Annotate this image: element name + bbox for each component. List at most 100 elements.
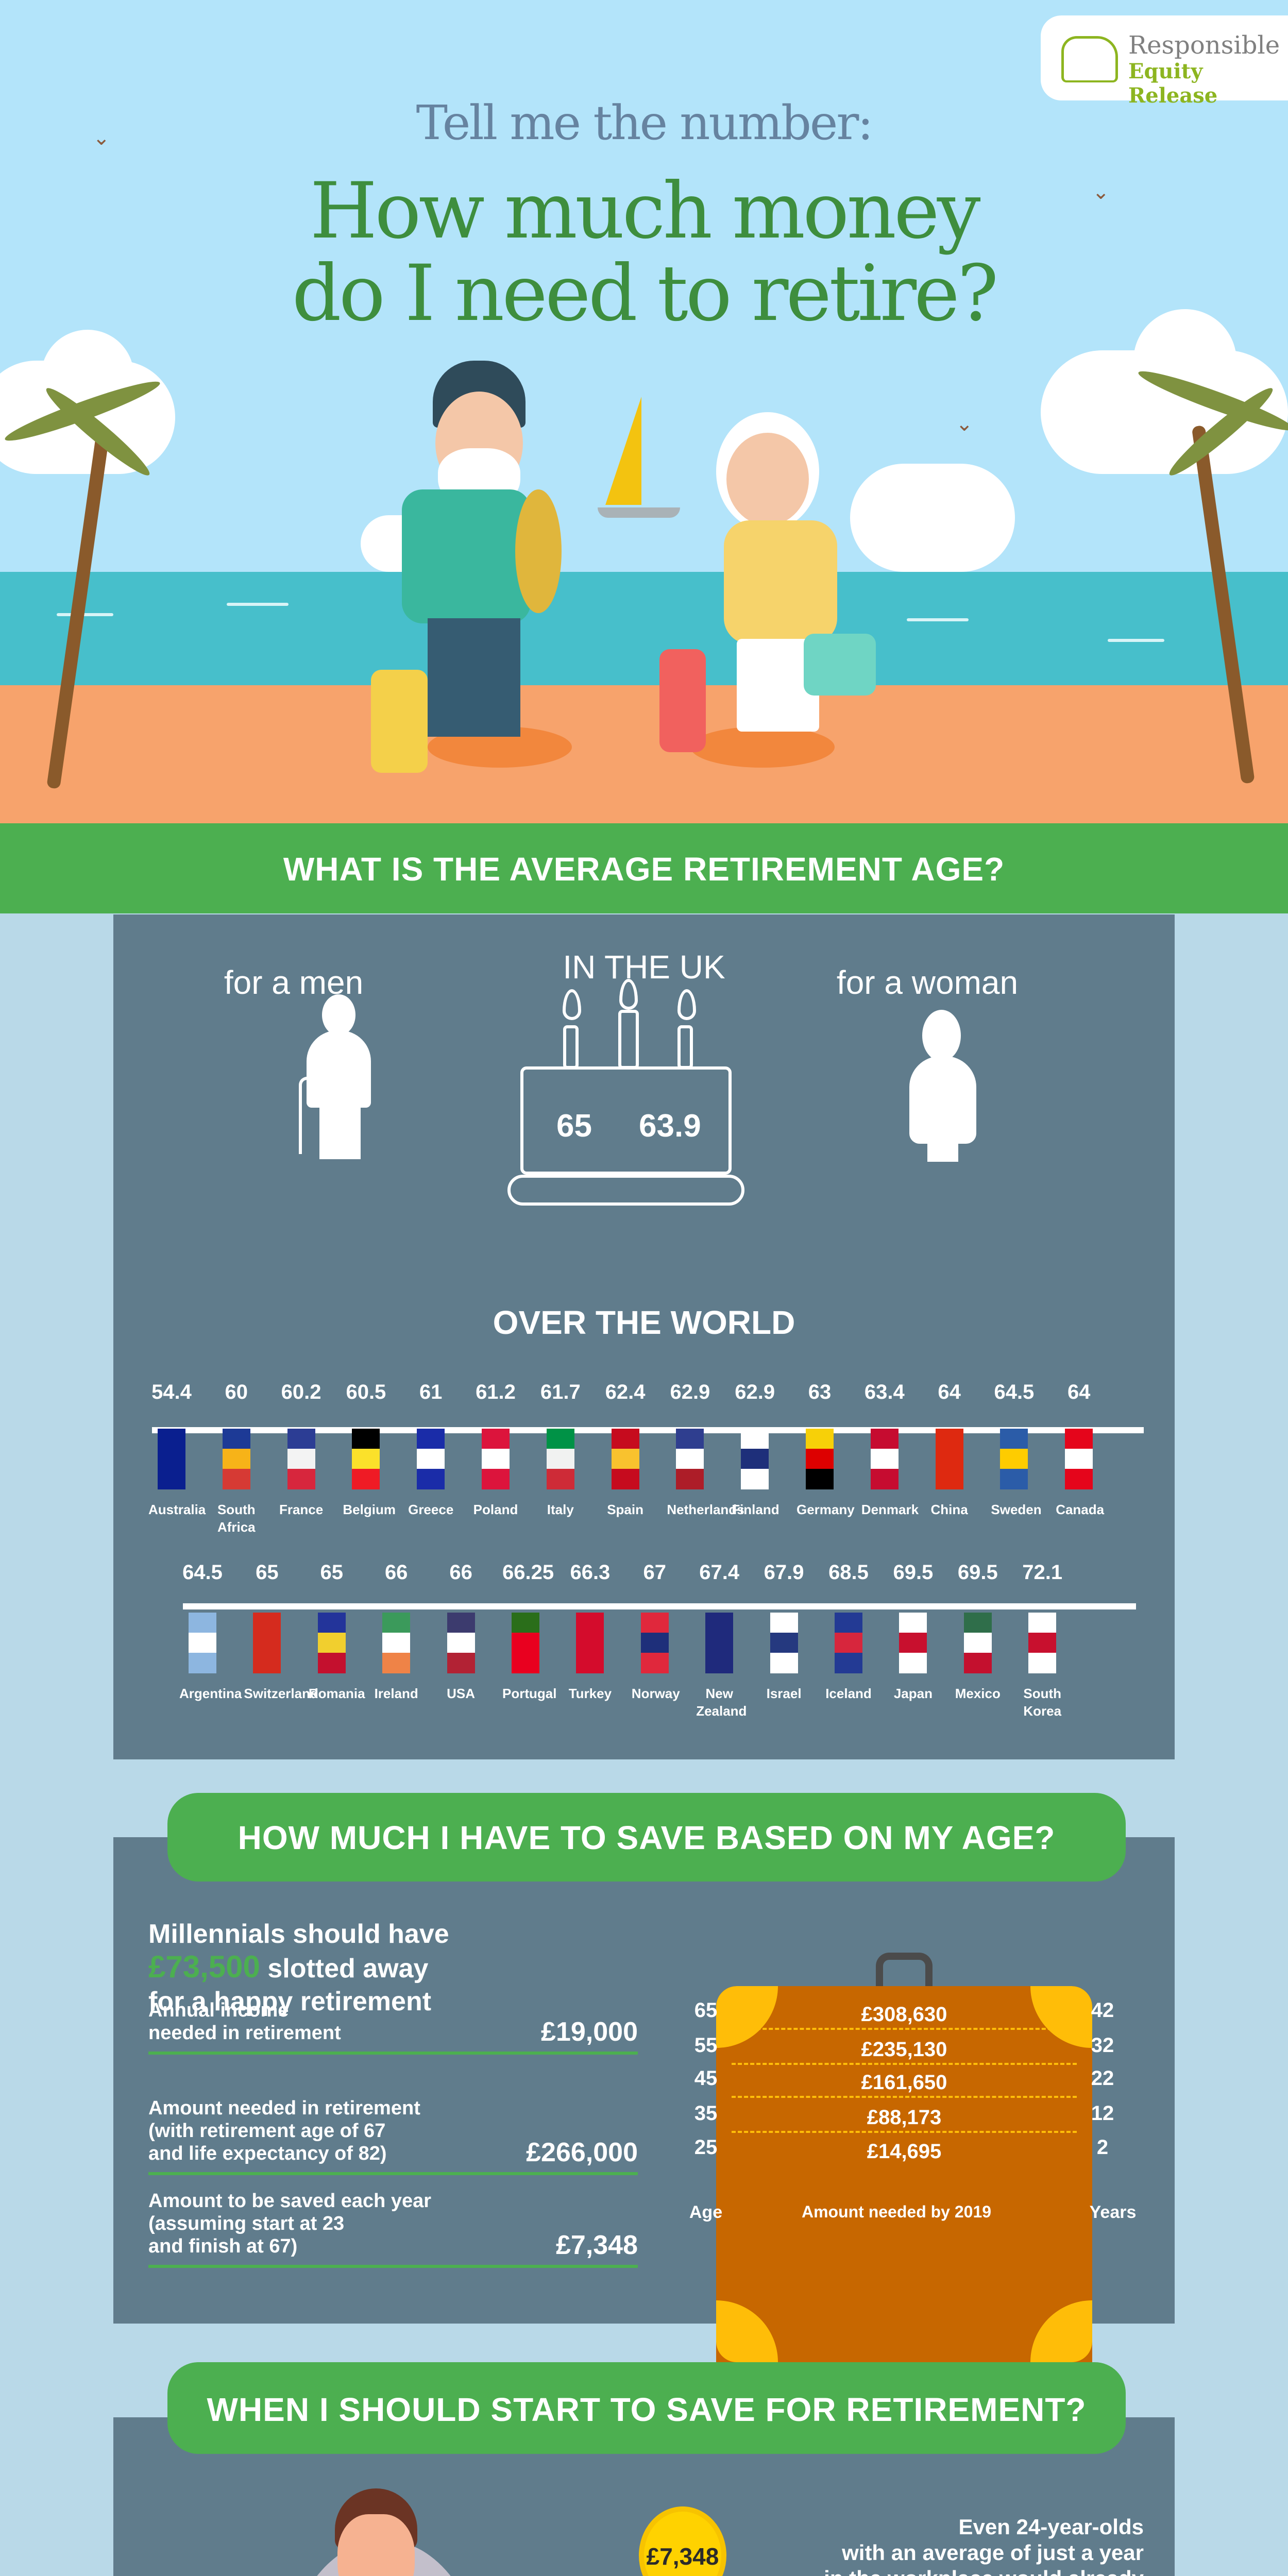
millennials-amount: £73,500 <box>148 1950 260 1984</box>
old-woman-head-icon <box>922 1010 961 1061</box>
country-flag-item: 61.7 Italy <box>537 1381 584 1518</box>
retirement-age-value: 68.5 <box>828 1561 869 1584</box>
retirement-age-value: 66 <box>384 1561 408 1584</box>
palm-tree-icon <box>46 430 110 789</box>
hero-banner: Responsible Equity Release ⌄ ⌄ ⌄ Tell me… <box>0 0 1288 824</box>
flag-icon <box>870 1429 899 1489</box>
candle-flame-icon <box>563 989 581 1020</box>
suitcase-divider <box>732 2096 1077 2098</box>
age-value: 55 <box>694 2034 718 2057</box>
sailboat-hull <box>598 507 680 518</box>
savings-row-label: Annual income needed in retirement <box>148 1999 341 2044</box>
age-caption: Age <box>689 2202 723 2222</box>
retirement-age-value: 60 <box>225 1381 248 1403</box>
candle-icon <box>563 1025 579 1069</box>
country-flag-item: 61 Greece <box>408 1381 454 1518</box>
flag-icon <box>705 1613 734 1673</box>
retirement-age-value: 61.2 <box>476 1381 516 1403</box>
suitcase-divider <box>732 2028 1077 2030</box>
country-name: Australia <box>148 1502 206 1517</box>
flag-icon <box>1028 1613 1057 1673</box>
retirement-age-value: 62.9 <box>735 1381 775 1403</box>
section-title-start-saving: WHEN I SHOULD START TO SAVE FOR RETIREME… <box>207 2391 1087 2428</box>
retirement-age-value: 62.4 <box>605 1381 646 1403</box>
logo-text-responsible: Responsible <box>1128 31 1280 60</box>
old-man-silhouette-icon <box>307 1030 371 1108</box>
elephant-logo-icon <box>1061 36 1118 82</box>
flag-icon <box>546 1429 574 1489</box>
row-divider <box>148 2265 638 2268</box>
old-woman-legs-icon <box>927 1139 958 1162</box>
women-label: for a woman <box>836 964 1019 1001</box>
businessman-head <box>337 2514 415 2576</box>
retirement-age-value: 66 <box>449 1561 472 1584</box>
country-flag-item: 69.5 Mexico <box>955 1561 1001 1702</box>
savings-row-value: £19,000 <box>541 2017 638 2047</box>
flag-icon <box>676 1429 704 1489</box>
country-flag-item: 65 Switzerland <box>244 1561 318 1702</box>
flag-icon <box>253 1613 281 1673</box>
years-caption: Years <box>1089 2202 1137 2222</box>
age-value: 35 <box>694 2102 718 2125</box>
old-man-trousers <box>428 618 520 737</box>
country-flag-item: 66.3 Turkey <box>567 1561 613 1702</box>
flag-icon <box>1000 1429 1028 1489</box>
logo-container[interactable] <box>1041 15 1288 100</box>
walking-cane-icon <box>299 1077 314 1154</box>
teal-handbag-icon <box>804 634 876 696</box>
country-name: Japan <box>893 1686 933 1701</box>
hero-title-line1: How much money <box>310 166 981 256</box>
country-name: Canada <box>1056 1502 1105 1517</box>
flag-icon <box>935 1429 963 1489</box>
wave-line <box>1108 639 1164 642</box>
coin-amount: £7,348 <box>646 2543 719 2570</box>
candle-flame-icon <box>677 989 696 1020</box>
country-name: Iceland <box>825 1686 872 1701</box>
savings-row-label: Amount to be saved each year (assuming st… <box>148 2190 432 2257</box>
flag-icon <box>317 1613 346 1673</box>
flag-icon <box>963 1613 992 1673</box>
retirement-age-value: 64 <box>1067 1381 1091 1403</box>
savings-row: Amount needed in retirement (with retirem… <box>148 2097 638 2175</box>
country-name: South Korea <box>1023 1686 1062 1719</box>
wave-line <box>57 613 113 616</box>
uk-men-age: 65 <box>556 1108 592 1144</box>
country-flag-item: 60.5 Belgium <box>343 1381 396 1518</box>
wave-line <box>907 618 969 621</box>
coin-icon <box>639 2506 726 2576</box>
shadow <box>690 726 835 768</box>
country-name: Italy <box>547 1502 574 1517</box>
uk-women-age: 63.9 <box>639 1108 701 1144</box>
retirement-age-value: 54.4 <box>151 1381 192 1403</box>
age-value: 65 <box>694 1999 718 2022</box>
section-header-savings-by-age <box>167 1793 1126 1882</box>
flag-icon <box>158 1429 185 1489</box>
hero-title: How much money do I need to retire? <box>0 170 1288 335</box>
retirement-age-value: 65 <box>256 1561 279 1584</box>
old-woman-top <box>724 520 837 644</box>
palm-tree-icon <box>1191 425 1255 784</box>
country-flag-item: 66 USA <box>438 1561 484 1702</box>
hero-subtitle: Tell me the number: <box>416 95 874 150</box>
country-name: Germany <box>796 1502 855 1517</box>
amount-needed-value: £88,173 <box>867 2106 942 2129</box>
birthday-cake-icon <box>520 1066 732 1175</box>
row-divider <box>148 2052 638 2055</box>
savings-row: Amount to be saved each year (assuming st… <box>148 2190 638 2268</box>
suitcase-divider <box>732 2063 1077 2065</box>
sailboat-icon <box>605 397 641 505</box>
flag-icon <box>352 1429 380 1489</box>
amount-needed-value: £235,130 <box>861 2038 947 2061</box>
suitcase-chart <box>716 1986 1092 2388</box>
retirement-age-value: 65 <box>320 1561 344 1584</box>
country-name: New Zealand <box>696 1686 747 1719</box>
candle-icon <box>618 1010 639 1069</box>
flag-icon <box>189 1613 216 1673</box>
country-name: Belgium <box>343 1502 396 1517</box>
flag-icon <box>1065 1429 1093 1489</box>
country-name: Argentina <box>179 1686 242 1701</box>
flag-icon <box>482 1429 510 1489</box>
country-flag-item: 62.9 Finland <box>732 1381 779 1518</box>
young-savers-line1: Even 24-year-olds <box>958 2515 1144 2539</box>
flag-icon <box>512 1613 539 1673</box>
